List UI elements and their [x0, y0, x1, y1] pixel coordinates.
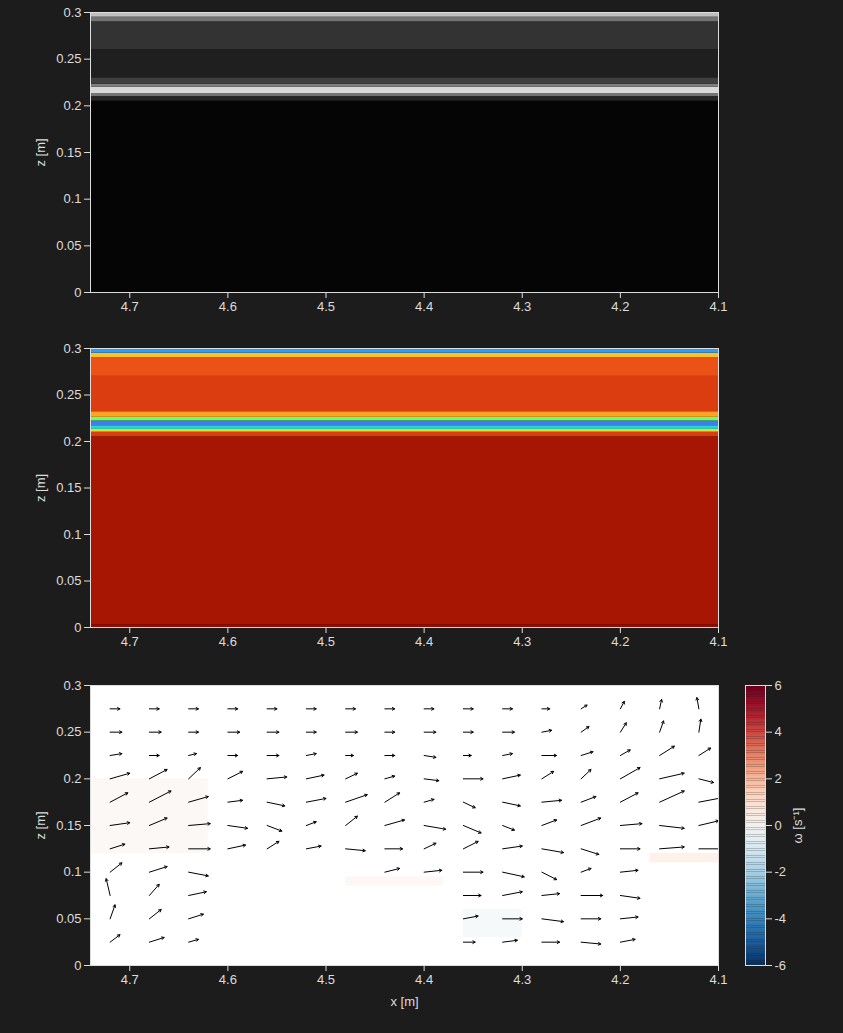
- svg-text:4.4: 4.4: [415, 634, 433, 649]
- svg-text:4.2: 4.2: [611, 299, 629, 314]
- svg-text:4: 4: [775, 724, 782, 739]
- svg-text:4.1: 4.1: [709, 299, 727, 314]
- svg-text:0.25: 0.25: [56, 724, 81, 739]
- svg-text:ω [s⁻¹]: ω [s⁻¹]: [790, 808, 805, 844]
- svg-text:2: 2: [775, 771, 782, 786]
- svg-text:4.5: 4.5: [317, 972, 335, 987]
- svg-text:z [m]: z [m]: [33, 474, 48, 502]
- svg-text:-6: -6: [775, 958, 787, 973]
- svg-text:z [m]: z [m]: [33, 138, 48, 166]
- svg-text:6: 6: [775, 678, 782, 693]
- svg-text:0.05: 0.05: [56, 911, 81, 926]
- svg-text:4.1: 4.1: [709, 634, 727, 649]
- svg-text:x [m]: x [m]: [390, 994, 418, 1009]
- svg-text:4.4: 4.4: [415, 299, 433, 314]
- svg-text:4.6: 4.6: [219, 299, 237, 314]
- svg-text:-2: -2: [775, 864, 787, 879]
- svg-text:0: 0: [775, 818, 782, 833]
- svg-text:0.25: 0.25: [56, 51, 81, 66]
- svg-text:4.5: 4.5: [317, 299, 335, 314]
- svg-text:4.1: 4.1: [709, 972, 727, 987]
- svg-text:0.05: 0.05: [56, 238, 81, 253]
- svg-text:4.6: 4.6: [219, 972, 237, 987]
- svg-text:4.7: 4.7: [121, 299, 139, 314]
- svg-text:z [m]: z [m]: [33, 811, 48, 839]
- svg-text:0.3: 0.3: [63, 678, 81, 693]
- svg-text:0: 0: [74, 285, 81, 300]
- svg-text:4.3: 4.3: [513, 634, 531, 649]
- svg-text:4.2: 4.2: [611, 972, 629, 987]
- svg-text:0.1: 0.1: [63, 191, 81, 206]
- svg-text:4.7: 4.7: [121, 634, 139, 649]
- svg-text:0.2: 0.2: [63, 434, 81, 449]
- svg-text:4.2: 4.2: [611, 634, 629, 649]
- svg-text:0.05: 0.05: [56, 573, 81, 588]
- svg-text:4.7: 4.7: [121, 972, 139, 987]
- svg-text:0.1: 0.1: [63, 864, 81, 879]
- svg-text:0.1: 0.1: [63, 527, 81, 542]
- svg-text:-4: -4: [775, 911, 787, 926]
- svg-text:0: 0: [74, 620, 81, 635]
- svg-text:0.3: 0.3: [63, 341, 81, 356]
- svg-text:4.4: 4.4: [415, 972, 433, 987]
- svg-text:4.3: 4.3: [513, 299, 531, 314]
- svg-text:0.15: 0.15: [56, 480, 81, 495]
- svg-text:0.2: 0.2: [63, 771, 81, 786]
- svg-text:0: 0: [74, 958, 81, 973]
- svg-text:4.3: 4.3: [513, 972, 531, 987]
- svg-text:0.3: 0.3: [63, 5, 81, 20]
- svg-text:0.15: 0.15: [56, 818, 81, 833]
- svg-text:0.15: 0.15: [56, 145, 81, 160]
- svg-text:4.6: 4.6: [219, 634, 237, 649]
- svg-text:4.5: 4.5: [317, 634, 335, 649]
- svg-text:0.2: 0.2: [63, 98, 81, 113]
- svg-text:0.25: 0.25: [56, 387, 81, 402]
